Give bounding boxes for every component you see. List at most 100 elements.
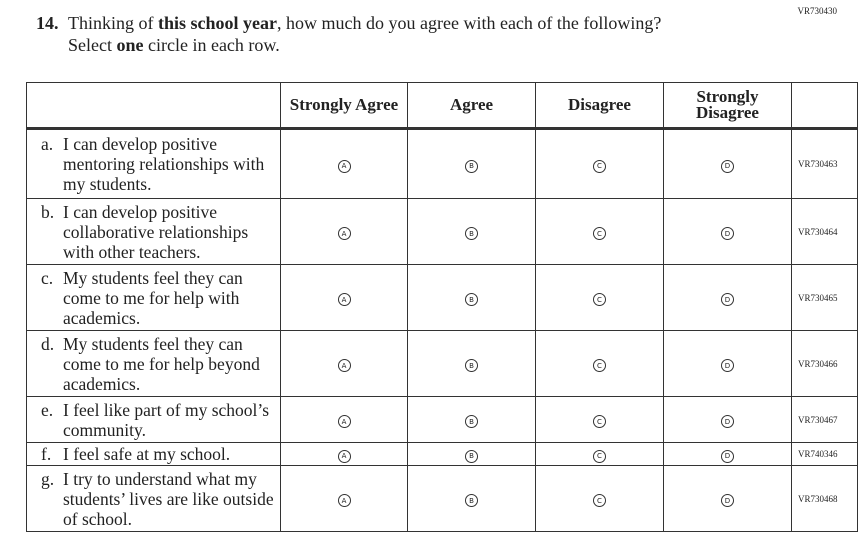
- table-row: e. I feel like part of my school’s commun…: [26, 396, 858, 443]
- option-cell: C: [535, 396, 664, 443]
- option-cell: C: [535, 264, 664, 331]
- item-code: VR730465: [791, 264, 858, 331]
- table-row: g. I try to understand what my students’ …: [26, 465, 858, 532]
- response-bubble[interactable]: B: [465, 449, 478, 463]
- option-header: Agree: [449, 95, 494, 114]
- text-segment: Select: [68, 35, 117, 55]
- response-bubble[interactable]: C: [593, 293, 606, 306]
- option-header: Strongly Agree: [289, 95, 399, 114]
- response-bubble[interactable]: A: [337, 494, 351, 507]
- option-cell: B: [407, 442, 536, 466]
- response-bubble[interactable]: A: [337, 449, 351, 463]
- response-bubble[interactable]: D: [721, 494, 734, 507]
- option-cell: B: [407, 128, 536, 199]
- option-cell: D: [663, 198, 792, 265]
- option-cell: A: [280, 264, 408, 331]
- response-bubble[interactable]: C: [593, 359, 606, 372]
- text-segment: circle in each row.: [143, 35, 280, 55]
- header-cell: [26, 82, 281, 130]
- response-bubble[interactable]: A: [337, 159, 351, 173]
- response-bubble[interactable]: A: [337, 359, 351, 372]
- response-bubble[interactable]: D: [721, 227, 734, 240]
- question: 14. Thinking of this school year, how muc…: [36, 12, 661, 56]
- response-bubble[interactable]: A: [337, 293, 351, 306]
- option-cell: B: [407, 396, 536, 443]
- response-bubble[interactable]: C: [593, 415, 606, 428]
- option-cell: B: [407, 264, 536, 331]
- option-cell: C: [535, 330, 664, 397]
- option-cell: C: [535, 198, 664, 265]
- response-bubble[interactable]: B: [465, 293, 478, 306]
- item-text: I try to understand what my students’ li…: [63, 468, 274, 529]
- header-cell: Disagree: [535, 82, 664, 130]
- response-bubble[interactable]: C: [593, 449, 606, 463]
- item-label: b. I can develop positive collaborative r…: [41, 202, 276, 262]
- item-letter: b.: [41, 201, 55, 222]
- question-instruction: Select one circle in each row.: [36, 34, 661, 56]
- response-table: Strongly Agree Agree Disagree Strongly Disa…: [26, 82, 858, 532]
- response-bubble[interactable]: B: [465, 159, 478, 173]
- text-segment: , how much do you agree with each of the…: [277, 13, 662, 33]
- option-cell: D: [663, 396, 792, 443]
- response-bubble[interactable]: B: [465, 227, 478, 240]
- table-body: a. I can develop positive mentoring relat…: [26, 128, 858, 532]
- item-letter: f.: [41, 444, 52, 464]
- header-cell: Agree: [407, 82, 536, 130]
- header-cell: Strongly Disagree: [663, 82, 792, 130]
- text-segment: Thinking of: [68, 13, 158, 33]
- response-bubble[interactable]: D: [721, 415, 734, 428]
- item-cell: b. I can develop positive collaborative r…: [26, 198, 281, 265]
- question-number: 14.: [36, 13, 59, 33]
- item-label: e. I feel like part of my school’s commun…: [41, 400, 276, 440]
- option-header: Strongly Disagree: [696, 87, 759, 122]
- question-line: 14. Thinking of this school year, how muc…: [36, 12, 661, 34]
- table-row: f. I feel safe at my school. A B C D VR740346: [26, 442, 858, 466]
- response-bubble[interactable]: D: [721, 359, 734, 372]
- table-row: d. My students feel they can come to me f…: [26, 330, 858, 397]
- response-bubble[interactable]: C: [593, 227, 606, 240]
- option-cell: A: [280, 396, 408, 443]
- option-cell: B: [407, 198, 536, 265]
- item-letter: e.: [41, 399, 54, 420]
- response-bubble[interactable]: C: [593, 159, 606, 173]
- item-text: My students feel they can come to me for…: [63, 267, 243, 328]
- text-segment: this school year: [158, 13, 277, 33]
- item-code: VR730463: [791, 128, 858, 199]
- response-bubble[interactable]: D: [721, 293, 734, 306]
- item-letter: g.: [41, 468, 55, 489]
- item-label: a. I can develop positive mentoring relat…: [41, 134, 276, 194]
- item-letter: a.: [41, 134, 54, 154]
- option-cell: A: [280, 465, 408, 532]
- option-cell: A: [280, 442, 408, 466]
- item-label: g. I try to understand what my students’ …: [41, 469, 276, 529]
- response-bubble[interactable]: A: [337, 415, 351, 428]
- option-cell: D: [663, 465, 792, 532]
- item-letter: d.: [41, 333, 55, 354]
- response-bubble[interactable]: B: [465, 359, 478, 372]
- option-cell: D: [663, 128, 792, 199]
- item-text: I feel safe at my school.: [63, 444, 231, 464]
- response-bubble[interactable]: D: [721, 449, 734, 463]
- question-text: Thinking of this school year, how much d…: [68, 13, 661, 33]
- item-code: VR730467: [791, 396, 858, 443]
- item-code: VR730466: [791, 330, 858, 397]
- option-cell: A: [280, 128, 408, 199]
- item-text: I can develop positive mentoring relatio…: [63, 134, 265, 194]
- table-row: a. I can develop positive mentoring relat…: [26, 128, 858, 199]
- table-row: b. I can develop positive collaborative r…: [26, 198, 858, 265]
- item-code: VR730468: [791, 465, 858, 532]
- item-text: My students feel they can come to me for…: [63, 333, 260, 394]
- item-code: VR730464: [791, 198, 858, 265]
- option-cell: D: [663, 330, 792, 397]
- item-label: f. I feel safe at my school.: [41, 444, 276, 464]
- item-cell: d. My students feel they can come to me f…: [26, 330, 281, 397]
- response-bubble[interactable]: B: [465, 415, 478, 428]
- response-bubble[interactable]: A: [337, 227, 351, 240]
- header-cell: [791, 82, 858, 130]
- header-row: Strongly Agree Agree Disagree Strongly Disa…: [26, 82, 858, 130]
- response-bubble[interactable]: B: [465, 494, 478, 507]
- option-cell: A: [280, 330, 408, 397]
- response-bubble[interactable]: D: [721, 159, 734, 173]
- response-bubble[interactable]: C: [593, 494, 606, 507]
